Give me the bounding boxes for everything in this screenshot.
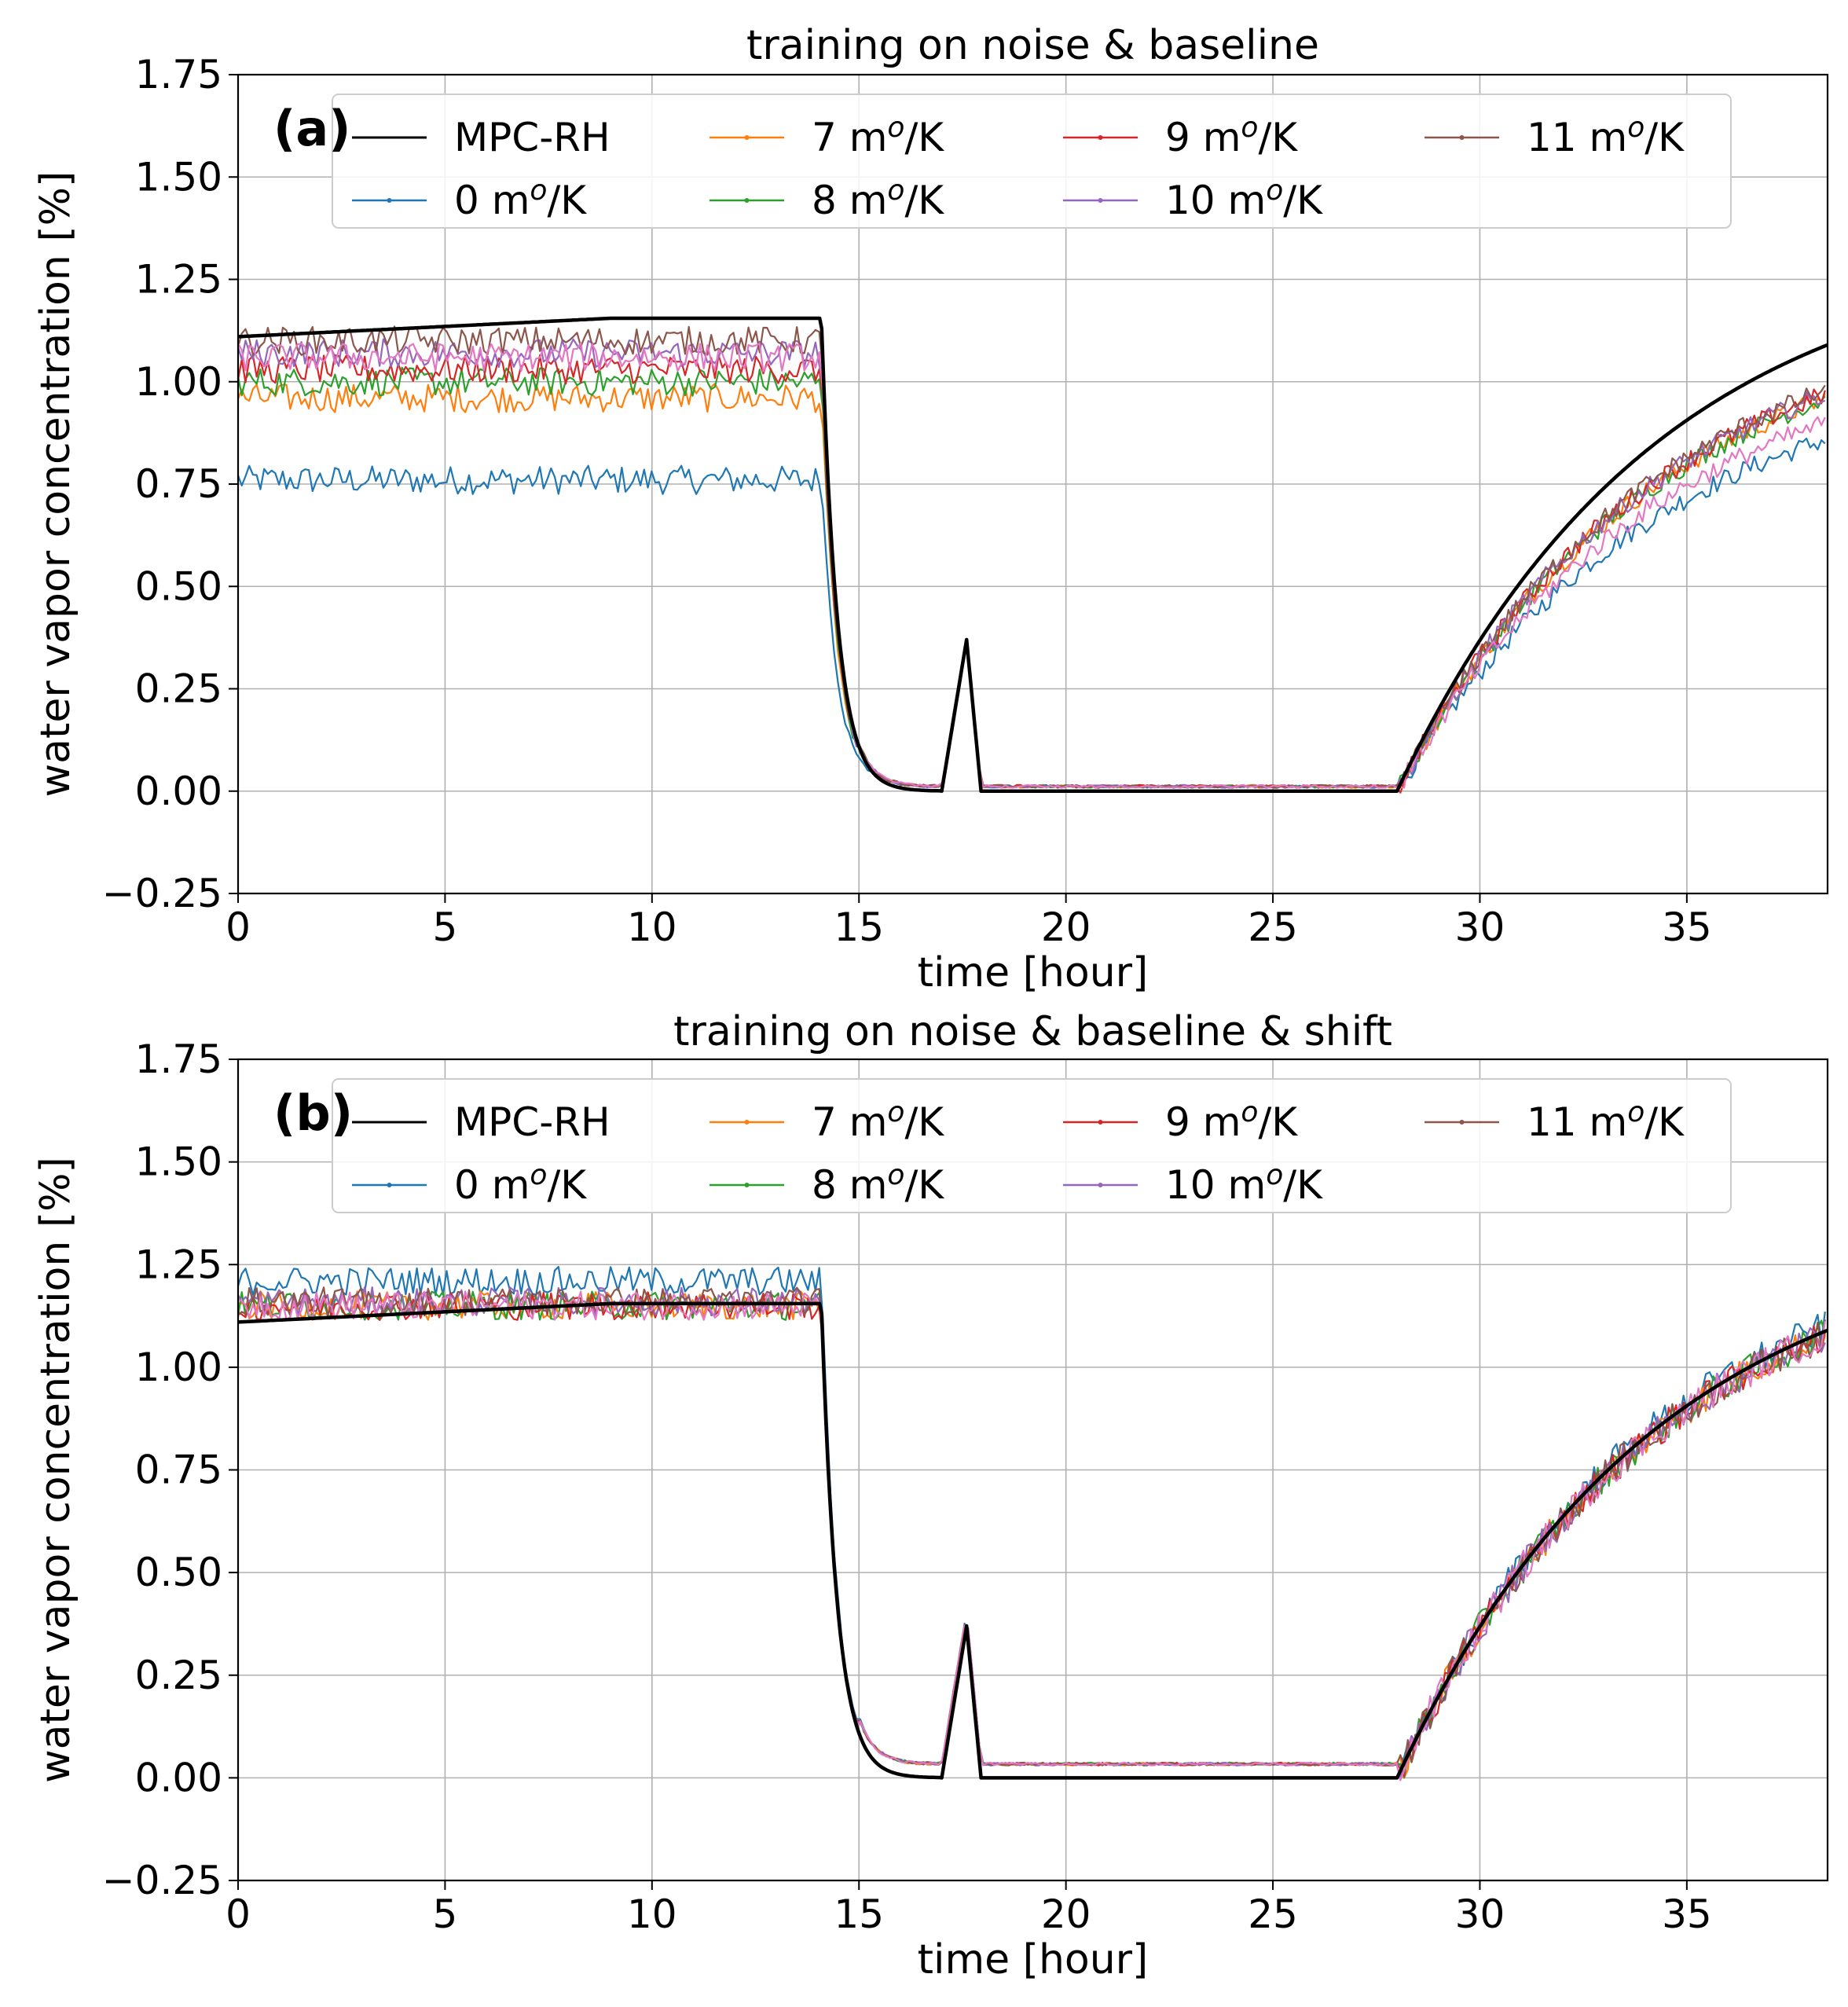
- legend-label: 7 mo/K: [812, 1096, 944, 1145]
- legend-box: [332, 1078, 1732, 1213]
- legend-label: 0 mo/K: [454, 174, 587, 223]
- legend-box: [332, 94, 1732, 229]
- legend-label: 10 mo/K: [1165, 174, 1323, 223]
- series-line-9-m: [238, 1291, 1826, 1778]
- legend-label: 7 mo/K: [812, 112, 944, 160]
- series-line-11-m: [238, 1286, 1826, 1767]
- y-tick-label: 0.50: [135, 1550, 222, 1595]
- series-line-mpc-rh: [238, 1301, 1828, 1780]
- y-tick-label: 1.25: [135, 257, 222, 303]
- legend-marker: [1098, 198, 1103, 203]
- x-tick-label: 20: [1041, 1891, 1091, 1937]
- series-line-0-m: [238, 1265, 1826, 1767]
- y-tick-label: 1.00: [135, 359, 222, 405]
- series-line-10-m: [238, 1286, 1826, 1779]
- y-axis-label: water vapor concentration [%]: [32, 1157, 79, 1783]
- x-tick-label: 25: [1248, 904, 1298, 950]
- y-tick-label: 0.75: [135, 461, 222, 507]
- x-tick-label: 35: [1662, 1891, 1712, 1937]
- chart-panel-a: 0 5 10 15 20 25 30 35 −0.25 0.00 0.25 0.50 0.75 1.00 1…: [32, 22, 1829, 996]
- legend-label: 10 mo/K: [1165, 1159, 1323, 1208]
- series-line-extra: [238, 342, 1826, 789]
- series-line-mpc-rh: [238, 316, 1828, 794]
- y-axis-label: water vapor concentration [%]: [32, 171, 79, 798]
- x-tick-label: 25: [1248, 1891, 1298, 1937]
- x-tick-label: 30: [1455, 1891, 1505, 1937]
- y-tick-label: 1.00: [135, 1345, 222, 1390]
- x-tick-label: 0: [226, 1891, 251, 1937]
- legend-marker: [387, 198, 392, 203]
- y-tick-label: 0.50: [135, 563, 222, 609]
- legend-label: 0 mo/K: [454, 1159, 587, 1208]
- legend-marker: [744, 1120, 750, 1125]
- legend-label: 11 mo/K: [1527, 112, 1685, 160]
- legend-marker: [1459, 1120, 1465, 1125]
- legend-label: 8 mo/K: [812, 1159, 944, 1208]
- legend-label: 9 mo/K: [1165, 112, 1298, 160]
- legend-marker: [744, 135, 750, 140]
- series-line-8-m: [238, 1290, 1826, 1778]
- legend-marker: [744, 1183, 750, 1187]
- y-tick-label: 0.25: [135, 1653, 222, 1698]
- panel-label: (a): [273, 100, 351, 157]
- chart-panel-b: 0 5 10 15 20 25 30 35 −0.25 0.00 0.25 0.50 0.75 1.00 1…: [32, 1008, 1829, 1983]
- x-tick-label: 15: [834, 904, 884, 950]
- y-tick-label: 1.75: [135, 1037, 222, 1082]
- x-axis-label: time [hour]: [918, 949, 1149, 996]
- x-tick-label: 0: [226, 904, 251, 950]
- x-tick-label: 30: [1455, 904, 1505, 950]
- series-line-extra: [238, 1290, 1826, 1781]
- y-tick-label: 0.00: [135, 1755, 222, 1800]
- legend-label: 8 mo/K: [812, 174, 944, 223]
- legend-label: MPC-RH: [454, 1099, 610, 1145]
- series-line-7-m: [238, 1290, 1826, 1779]
- x-tick-label: 15: [834, 1891, 884, 1937]
- chart-title: training on noise & baseline: [746, 22, 1319, 69]
- series-line-9-m: [238, 354, 1826, 794]
- y-tick-label: −0.25: [102, 1858, 222, 1903]
- legend-marker: [1098, 1120, 1103, 1125]
- y-tick-label: −0.25: [102, 871, 222, 916]
- legend: MPC-RH 0 mo/K 7 mo/K 8 mo/K 9 mo/K 10 mo/K 11 …: [332, 94, 1732, 229]
- legend-marker: [387, 1183, 392, 1187]
- y-tick-label: 1.25: [135, 1242, 222, 1287]
- panel-label: (b): [273, 1084, 353, 1142]
- legend-label: 11 mo/K: [1527, 1096, 1685, 1145]
- x-tick-label: 10: [627, 904, 677, 950]
- x-tick-label: 10: [627, 1891, 677, 1937]
- legend-marker: [1098, 1183, 1103, 1187]
- legend: MPC-RH 0 mo/K 7 mo/K 8 mo/K 9 mo/K 10 mo/K 11 …: [332, 1078, 1732, 1213]
- x-tick-label: 5: [433, 904, 458, 950]
- x-tick-label: 20: [1041, 904, 1091, 950]
- x-axis-label: time [hour]: [918, 1936, 1149, 1983]
- legend-label: MPC-RH: [454, 115, 610, 160]
- chart-title: training on noise & baseline & shift: [673, 1008, 1392, 1055]
- y-tick-label: 1.50: [135, 1139, 222, 1185]
- y-tick-label: 0.00: [135, 769, 222, 814]
- x-tick-label: 5: [433, 1891, 458, 1937]
- x-tick-label: 35: [1662, 904, 1712, 950]
- series-line-8-m: [238, 366, 1826, 789]
- legend-label: 9 mo/K: [1165, 1096, 1298, 1145]
- y-tick-label: 1.50: [135, 154, 222, 200]
- y-tick-label: 0.25: [135, 666, 222, 712]
- y-tick-label: 0.75: [135, 1447, 222, 1493]
- legend-marker: [744, 198, 750, 203]
- y-tick-label: 1.75: [135, 52, 222, 97]
- series-line-0-m: [238, 437, 1826, 789]
- legend-marker: [1459, 135, 1465, 140]
- legend-marker: [1098, 135, 1103, 140]
